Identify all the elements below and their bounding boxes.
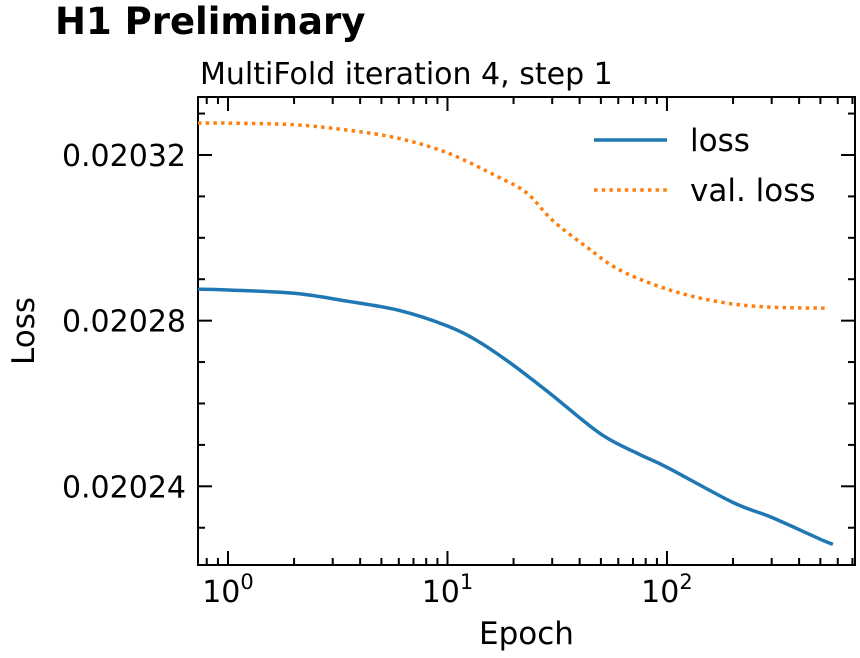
x-axis-label: Epoch xyxy=(479,616,574,652)
series-val--loss-line xyxy=(197,121,828,310)
legend-label: loss xyxy=(690,123,750,159)
axes-frame xyxy=(197,96,856,566)
x-tick-label: 102 xyxy=(641,570,693,610)
y-axis-label: Loss xyxy=(6,297,42,365)
x-tick-label: 101 xyxy=(422,570,474,610)
y-tick-label: 0.02032 xyxy=(62,139,186,174)
tick-marks xyxy=(198,97,855,565)
legend-label: val. loss xyxy=(690,173,816,209)
x-tick-label: 100 xyxy=(202,570,254,610)
y-tick-label: 0.02028 xyxy=(62,305,186,340)
legend: loss val. loss xyxy=(594,123,816,209)
series-loss-line xyxy=(197,287,834,546)
y-tick-label: 0.02024 xyxy=(62,470,186,505)
axes-title: MultiFold iteration 4, step 1 xyxy=(200,57,613,92)
figure-title: H1 Preliminary xyxy=(55,0,366,43)
